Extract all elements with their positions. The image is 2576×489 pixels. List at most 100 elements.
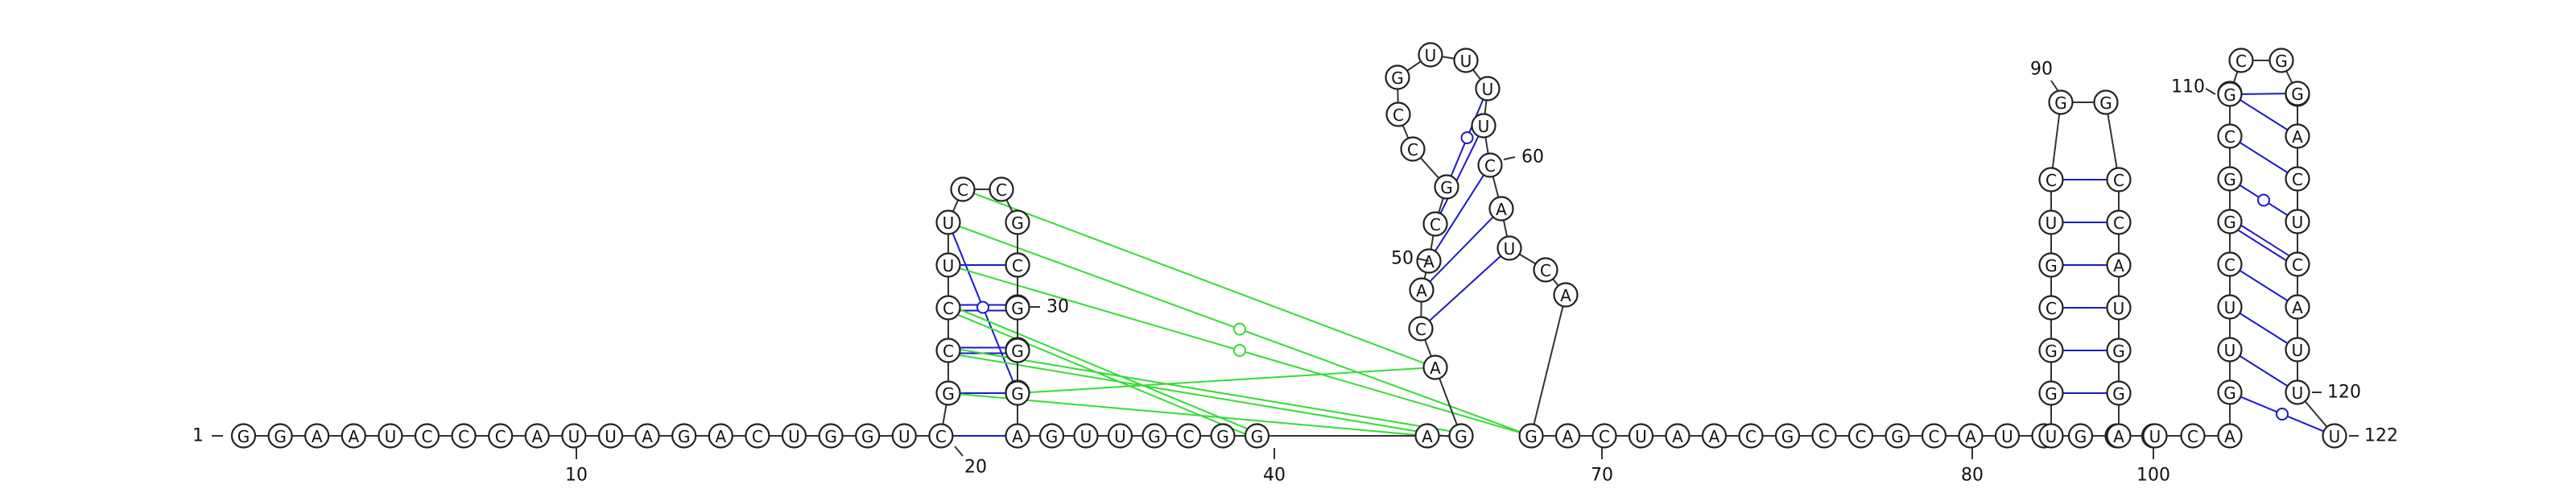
nucleotide-69: A <box>1665 423 1690 449</box>
nucleotide-circle <box>1385 64 1410 90</box>
nucleotide-circle <box>1005 209 1030 235</box>
nucleotide-letter: C <box>2224 127 2235 147</box>
nucleotide-68: U <box>1628 423 1654 449</box>
nucleotide-14: A <box>708 423 733 449</box>
wobble-pair-marker <box>2257 193 2270 207</box>
nucleotide-letter: G <box>1011 299 1024 318</box>
nucleotide-letter: C <box>1599 427 1610 446</box>
nucleotide-circle <box>950 176 976 202</box>
position-label-40: 40 <box>1263 448 1286 486</box>
nucleotide-letter: C <box>1745 427 1757 446</box>
nucleotide-77: A <box>1958 423 1984 449</box>
nucleotide-circle <box>1665 423 1690 449</box>
nucleotide-letter: G <box>2054 93 2067 113</box>
nucleotide-circle <box>2268 48 2294 73</box>
nucleotide-circle <box>1408 316 1434 342</box>
wobble-pair-marker <box>1233 344 1246 357</box>
nucleotide-letter: U <box>2046 213 2058 233</box>
nucleotide-letter: C <box>458 427 469 446</box>
nucleotide-letter: G <box>2275 52 2288 71</box>
nucleotide-letter: G <box>942 384 955 404</box>
nucleotide-circle <box>2038 167 2064 193</box>
position-label-text: 70 <box>1591 466 1613 486</box>
nucleotide-2: G <box>267 423 293 449</box>
position-label-1: 1 <box>192 426 223 446</box>
position-label-text: 80 <box>1961 466 1984 486</box>
nucleotide-letter: C <box>943 299 954 318</box>
nucleotide-circle <box>1434 174 1459 200</box>
nucleotide-letter: C <box>752 427 763 446</box>
pair-line <box>2239 312 2289 345</box>
nucleotide-letter: U <box>1114 427 1126 446</box>
base-pair-107-117 <box>2239 184 2289 217</box>
nucleotide-letter: U <box>568 427 580 446</box>
nucleotide-40: U <box>1107 423 1133 449</box>
nucleotide-55: G <box>1385 64 1410 90</box>
nucleotide-83: U <box>2038 423 2064 449</box>
nucleotide-letter: U <box>898 427 910 446</box>
nucleotide-circle <box>634 423 660 449</box>
nucleotide-letter: U <box>1504 239 1516 259</box>
nucleotide-circle <box>708 423 733 449</box>
nucleotide-75: G <box>1885 423 1910 449</box>
nucleotide-letter: C <box>2235 52 2247 71</box>
nucleotide-letter: G <box>2099 93 2112 113</box>
nucleotide-letter: A <box>2292 298 2303 317</box>
nucleotide-56: U <box>1418 42 1443 68</box>
nucleotide-circle <box>2038 338 2064 363</box>
base-pair-105-119 <box>2239 269 2289 302</box>
nucleotide-circle <box>2285 251 2310 277</box>
nucleotide-circle <box>1921 423 1947 449</box>
wobble-pair-marker <box>2276 408 2289 421</box>
backbone-link <box>2050 102 2062 180</box>
nucleotide-circle <box>2285 81 2310 106</box>
nucleotide-circle <box>341 423 366 449</box>
base-pair-50-60 <box>1434 174 1485 252</box>
nucleotide-letter: G <box>824 427 837 446</box>
nucleotide-22: C <box>935 338 961 363</box>
backbone <box>243 54 2335 437</box>
nucleotide-letter: C <box>1415 320 1426 339</box>
nucleotide-letter: C <box>2224 255 2235 275</box>
position-label-10: 10 <box>565 448 588 486</box>
nucleotide-circle <box>2180 423 2206 449</box>
nucleotide-115: A <box>2285 123 2310 149</box>
tertiary-pair-22-46 <box>959 348 1451 438</box>
nucleotide-circle <box>1553 282 1579 308</box>
nucleotide-circle <box>1409 277 1435 303</box>
tertiary-pair-36-47 <box>1029 367 1424 394</box>
nucleotide-letter: U <box>2329 427 2341 446</box>
nucleotide-letter: A <box>1563 427 1574 446</box>
nucleotide-letter: A <box>1012 427 1023 446</box>
base-pair-52-58 <box>1450 98 1484 177</box>
wobble-pair-marker <box>1233 322 1246 336</box>
nucleotide-letter: C <box>996 180 1007 200</box>
nucleotide-letter: U <box>2001 427 2013 446</box>
pair-line <box>973 193 1425 364</box>
nucleotide-35: G <box>1005 338 1030 363</box>
nucleotide-circle <box>1518 423 1544 449</box>
nucleotide-circle <box>2038 423 2064 449</box>
nucleotide-73: C <box>1811 423 1837 449</box>
nucleotide-circle <box>2106 295 2132 321</box>
nucleotide-letter: G <box>1046 427 1059 446</box>
nucleotide-letter: C <box>1183 427 1195 446</box>
nucleotide-circle <box>1422 211 1448 237</box>
nucleotide-circle <box>2038 380 2064 406</box>
nucleotide-87: G <box>2038 252 2064 278</box>
nucleotide-circle <box>1005 423 1030 449</box>
pair-line <box>960 393 1416 436</box>
nucleotide-letter: C <box>2292 255 2303 275</box>
nucleotide-78: U <box>1994 423 2021 449</box>
nucleotide-17: G <box>818 423 844 449</box>
nucleotide-circle <box>935 380 961 406</box>
nucleotide-circle <box>524 423 550 449</box>
nucleotide-circle <box>1005 380 1030 406</box>
nucleotide-circle <box>1554 423 1581 449</box>
nucleotide-circle <box>561 423 587 449</box>
nucleotide-110: G <box>2217 81 2243 107</box>
position-label-text: 10 <box>565 466 588 486</box>
nucleotide-circle <box>1385 102 1411 127</box>
nucleotide-letter: C <box>1430 215 1441 234</box>
